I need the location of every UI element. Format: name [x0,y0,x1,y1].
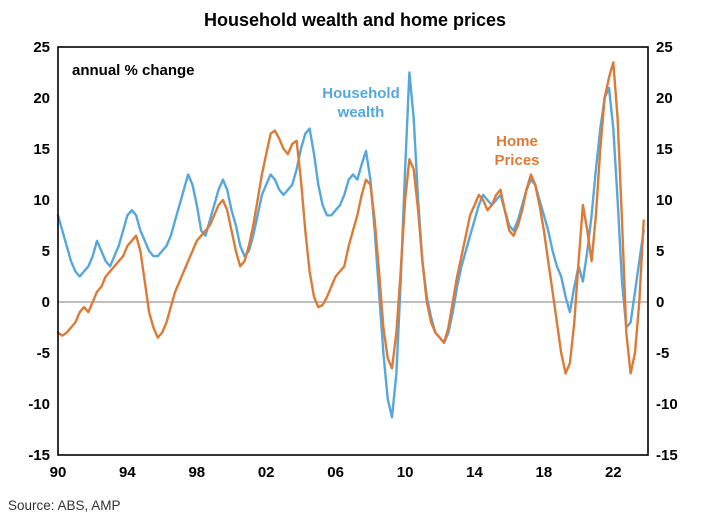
y-tick-right: -15 [656,447,678,464]
series-label-home-prices: Home Prices [494,133,540,169]
y-tick-left: -5 [37,345,50,362]
plot-border [57,46,649,456]
y-tick-left: 25 [33,39,50,56]
y-tick-right: 25 [656,39,673,56]
x-tick: 18 [536,464,553,481]
y-tick-right: 10 [656,192,673,209]
source-note: Source: ABS, AMP [8,498,121,513]
y-tick-right: 0 [656,294,664,311]
x-tick: 06 [327,464,344,481]
chart-title: Household wealth and home prices [203,10,507,30]
y-tick-left: 5 [42,243,50,260]
y-tick-left: -10 [28,396,50,413]
y-tick-right: -5 [656,345,669,362]
series-line-household-wealth [56,71,645,419]
y-tick-right: 5 [656,243,664,260]
series-label-household-wealth: Household wealth [322,85,400,121]
y-tick-left: -15 [28,447,50,464]
y-tick-right: -10 [656,396,678,413]
x-tick: 14 [466,464,483,481]
x-tick: 94 [119,464,136,481]
y-tick-right: 15 [656,141,673,158]
y-tick-left: 10 [33,192,50,209]
series-line-home-prices [56,61,645,375]
y-tick-right: 20 [656,90,673,107]
x-tick: 22 [605,464,622,481]
y-tick-left: 0 [42,294,50,311]
y-tick-left: 15 [33,141,50,158]
y-tick-left: 20 [33,90,50,107]
annotation-annual-pct-change: annual % change [72,62,195,79]
x-tick: 98 [188,464,205,481]
x-tick: 90 [50,464,67,481]
x-tick: 10 [397,464,414,481]
x-tick: 02 [258,464,275,481]
